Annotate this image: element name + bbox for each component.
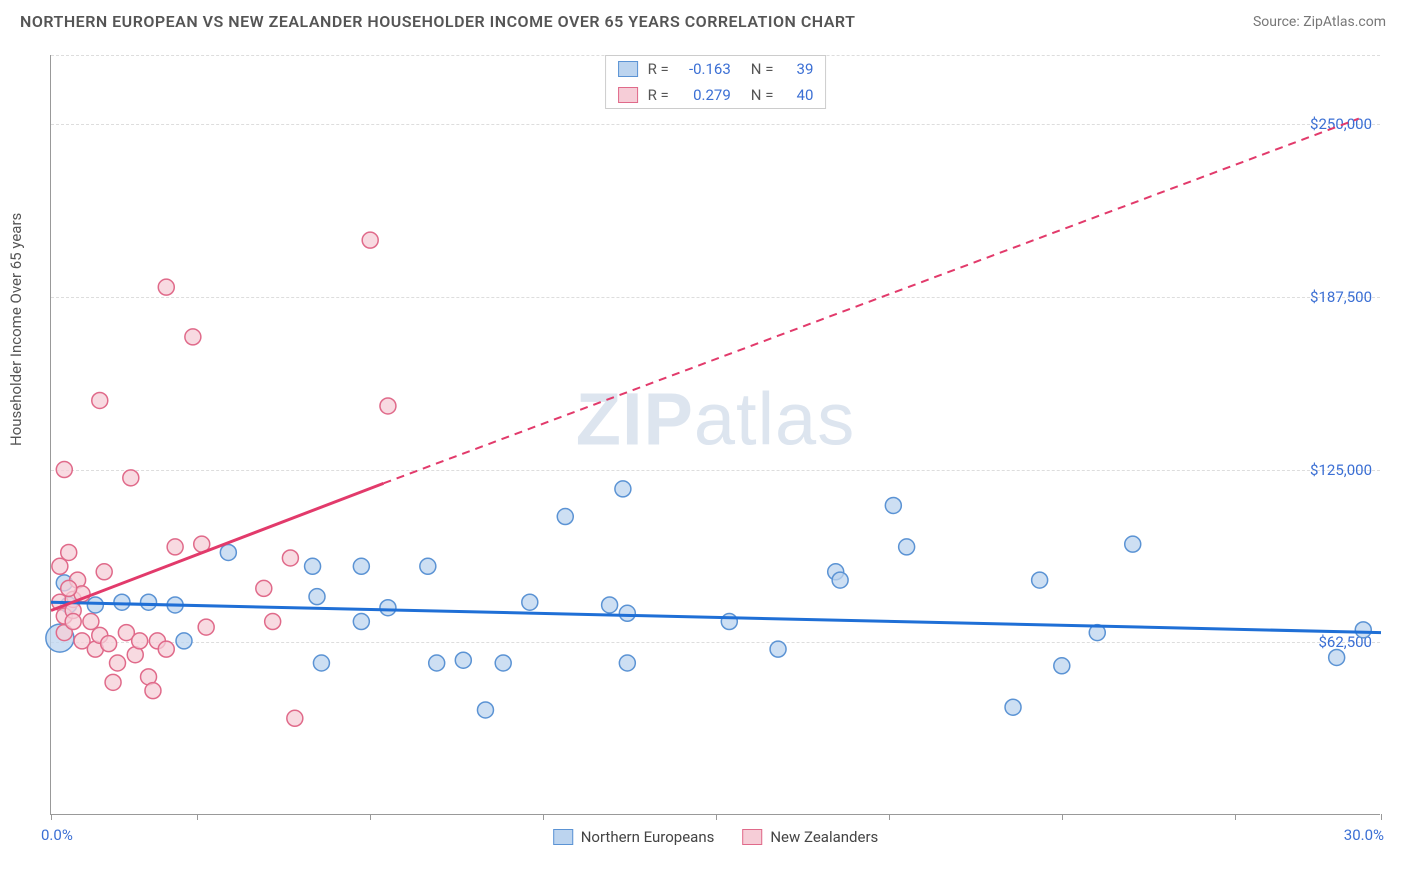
stats-row: R = 0.279 N = 40 — [606, 82, 826, 108]
data-point — [832, 572, 848, 588]
x-tick — [370, 814, 371, 820]
stats-r-value: -0.163 — [679, 60, 731, 78]
stats-n-label: N = — [751, 60, 774, 78]
stats-n-value: 40 — [783, 86, 813, 104]
data-point — [1054, 658, 1070, 674]
trend-line — [51, 483, 384, 610]
data-point — [305, 558, 321, 574]
chart-area: ZIPatlas $62,500$125,000$187,500$250,000… — [50, 55, 1380, 815]
trend-extension — [384, 119, 1359, 484]
data-point — [615, 481, 631, 497]
data-point — [167, 539, 183, 555]
legend-label: New Zealanders — [770, 828, 878, 846]
data-point — [105, 674, 121, 690]
data-point — [899, 539, 915, 555]
x-max-label: 30.0% — [1344, 826, 1384, 844]
data-point — [158, 641, 174, 657]
data-point — [353, 558, 369, 574]
x-tick — [716, 814, 717, 820]
data-point — [265, 614, 281, 630]
scatter-plot — [51, 55, 1380, 814]
legend-swatch — [553, 829, 573, 845]
stats-swatch — [618, 87, 638, 103]
data-point — [87, 597, 103, 613]
x-tick — [889, 814, 890, 820]
data-point — [52, 558, 68, 574]
data-point — [455, 652, 471, 668]
data-point — [362, 232, 378, 248]
x-tick — [1235, 814, 1236, 820]
data-point — [770, 641, 786, 657]
x-tick — [51, 814, 52, 820]
stats-r-value: 0.279 — [679, 86, 731, 104]
data-point — [602, 597, 618, 613]
data-point — [61, 580, 77, 596]
trend-line — [51, 602, 1381, 632]
data-point — [885, 497, 901, 513]
data-point — [158, 279, 174, 295]
data-point — [65, 614, 81, 630]
legend-item: Northern Europeans — [553, 828, 715, 846]
data-point — [313, 655, 329, 671]
data-point — [176, 633, 192, 649]
stats-box: R = -0.163 N = 39 R = 0.279 N = 40 — [605, 55, 827, 109]
data-point — [61, 544, 77, 560]
data-point — [198, 619, 214, 635]
data-point — [495, 655, 511, 671]
stats-r-label: R = — [648, 60, 669, 78]
legend-item: New Zealanders — [742, 828, 878, 846]
data-point — [380, 398, 396, 414]
y-axis-label: Householder Income Over 65 years — [7, 213, 25, 446]
data-point — [477, 702, 493, 718]
x-tick — [543, 814, 544, 820]
data-point — [619, 605, 635, 621]
stats-r-label: R = — [648, 86, 669, 104]
data-point — [185, 329, 201, 345]
data-point — [83, 614, 99, 630]
data-point — [145, 683, 161, 699]
data-point — [522, 594, 538, 610]
x-tick — [197, 814, 198, 820]
x-tick — [1381, 814, 1382, 820]
data-point — [721, 614, 737, 630]
data-point — [132, 633, 148, 649]
data-point — [353, 614, 369, 630]
data-point — [557, 509, 573, 525]
chart-title: NORTHERN EUROPEAN VS NEW ZEALANDER HOUSE… — [20, 12, 855, 31]
legend: Northern Europeans New Zealanders — [553, 828, 879, 846]
data-point — [101, 636, 117, 652]
data-point — [110, 655, 126, 671]
data-point — [380, 600, 396, 616]
legend-label: Northern Europeans — [581, 828, 715, 846]
data-point — [1329, 649, 1345, 665]
data-point — [429, 655, 445, 671]
data-point — [282, 550, 298, 566]
data-point — [1355, 622, 1371, 638]
data-point — [287, 710, 303, 726]
data-point — [96, 564, 112, 580]
stats-n-label: N = — [751, 86, 774, 104]
x-min-label: 0.0% — [41, 826, 73, 844]
source-label: Source: ZipAtlas.com — [1253, 14, 1386, 30]
data-point — [1125, 536, 1141, 552]
stats-swatch — [618, 61, 638, 77]
data-point — [1005, 699, 1021, 715]
data-point — [123, 470, 139, 486]
stats-row: R = -0.163 N = 39 — [606, 56, 826, 82]
data-point — [256, 580, 272, 596]
x-tick — [1062, 814, 1063, 820]
data-point — [420, 558, 436, 574]
data-point — [56, 462, 72, 478]
data-point — [309, 589, 325, 605]
data-point — [92, 392, 108, 408]
data-point — [1032, 572, 1048, 588]
legend-swatch — [742, 829, 762, 845]
data-point — [220, 544, 236, 560]
data-point — [141, 594, 157, 610]
data-point — [619, 655, 635, 671]
stats-n-value: 39 — [783, 60, 813, 78]
